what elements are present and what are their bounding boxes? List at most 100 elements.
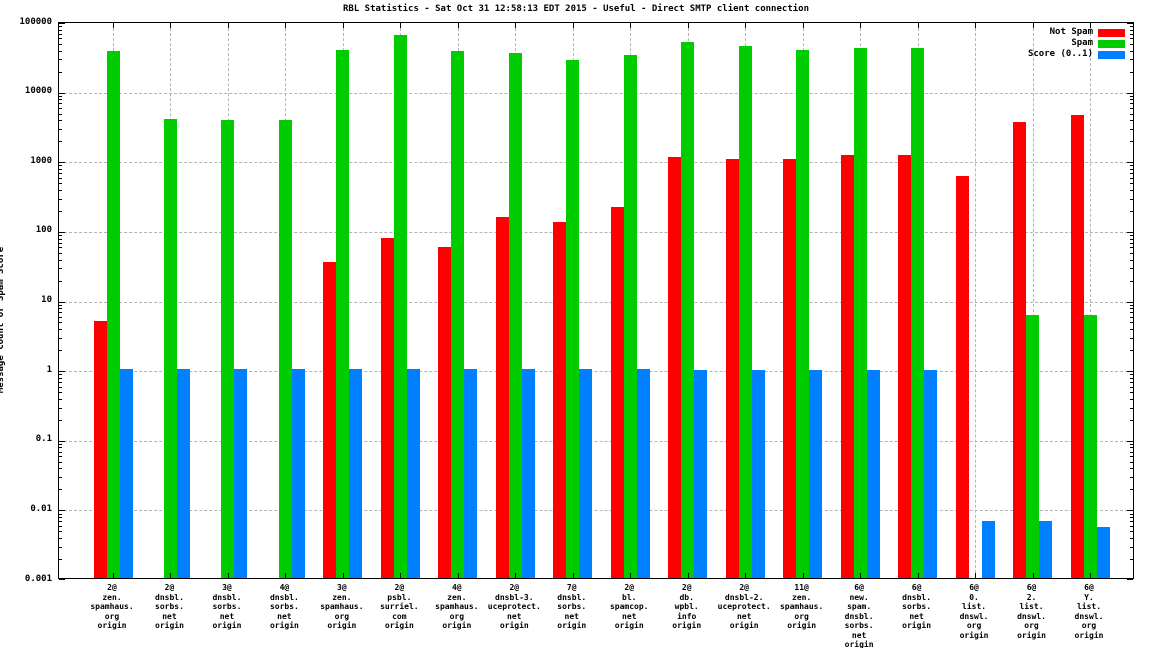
y-minor-tick (1130, 43, 1133, 45)
y-minor-tick (1130, 316, 1133, 318)
x-tick (170, 23, 171, 28)
x-tick-label-line: org (1081, 621, 1097, 630)
y-major-tick (59, 579, 65, 580)
x-tick-label-line: origin (97, 621, 127, 630)
bar-spam (624, 54, 637, 578)
y-minor-tick (1130, 247, 1133, 249)
x-tick-label-line: net (622, 611, 637, 621)
y-minor-tick (1130, 517, 1133, 519)
legend-entry: Not Spam (1028, 27, 1125, 38)
x-tick-label-line: 2@ (681, 583, 692, 592)
x-tick (228, 573, 229, 578)
y-minor-tick (59, 198, 62, 200)
y-minor-tick (59, 29, 62, 31)
x-tick-label: 2@ dnsbl. sorbs. net origin (114, 583, 224, 631)
x-tick (400, 23, 401, 28)
y-minor-tick (59, 392, 62, 394)
x-tick-label-line: dnsbl. (269, 592, 299, 602)
y-minor-tick (1130, 381, 1133, 383)
y-major-tick (59, 301, 65, 303)
y-minor-tick (1130, 113, 1133, 115)
y-minor-tick (1130, 129, 1133, 131)
x-tick (975, 23, 976, 28)
x-tick-label-line: origin (844, 640, 874, 648)
x-tick-label-line: origin (499, 621, 529, 630)
x-tick-label-line: wpbl. (674, 602, 699, 611)
bar-score-0-1 (752, 370, 765, 578)
y-minor-tick (1130, 141, 1133, 143)
x-tick (1033, 573, 1034, 578)
x-tick-label: 3@ zen. spamhaus. org origin (287, 583, 397, 631)
x-tick-label-line: 4@ (451, 583, 462, 592)
x-tick (285, 573, 286, 578)
bar-score-0-1 (1039, 521, 1052, 578)
y-minor-tick (1130, 71, 1133, 73)
x-tick-label-line: org (104, 611, 120, 621)
y-minor-tick (1130, 308, 1133, 310)
y-minor-tick (1130, 329, 1133, 331)
x-tick-label-line: spamcop. (609, 602, 649, 611)
x-tick-label-line: 2@ (164, 583, 175, 592)
x-tick-label-line: 2@ (394, 583, 405, 592)
x-tick-label-line: origin (959, 630, 989, 640)
x-tick-label-line: 6@ (854, 583, 864, 592)
x-tick-label: 6@ new. spam. dnsbl. sorbs. net origin (804, 583, 914, 648)
bar-score-0-1 (177, 369, 190, 578)
x-tick-label-line: dnsbl-2. (724, 592, 764, 602)
gridline-v (1033, 23, 1034, 578)
y-minor-tick (1130, 120, 1133, 122)
x-tick-label-line: 6@ (1084, 583, 1094, 592)
bar-not-spam (1013, 121, 1026, 578)
x-tick-label-line: origin (1017, 630, 1046, 640)
x-tick-label-line: sorbs. (902, 602, 932, 611)
bar-not-spam (496, 216, 509, 578)
x-tick-label-line: zen. (447, 592, 467, 602)
y-minor-tick (1130, 546, 1133, 548)
gridline-v (975, 23, 976, 578)
x-tick-label: 4@ zen. spamhaus. org origin (402, 583, 512, 631)
y-minor-tick (59, 120, 62, 122)
x-tick (918, 573, 919, 578)
x-tick (1090, 23, 1091, 28)
x-tick-label: 2@ zen. spamhaus. org origin (57, 583, 167, 631)
y-minor-tick (1130, 477, 1133, 479)
x-tick-label-line: sorbs. (844, 621, 874, 630)
bar-not-spam (1071, 115, 1084, 578)
y-minor-tick (1130, 374, 1133, 376)
x-tick (113, 573, 114, 578)
y-minor-tick (59, 189, 62, 191)
y-minor-tick (1130, 392, 1133, 394)
x-tick (688, 573, 689, 578)
y-minor-tick (59, 242, 62, 244)
x-tick (688, 23, 689, 28)
bar-score-0-1 (982, 521, 995, 578)
y-minor-tick (1130, 99, 1133, 101)
y-minor-tick (1130, 350, 1133, 352)
x-tick-label-line: surriel. (380, 602, 419, 611)
x-tick-label-line: 6@ (911, 583, 922, 592)
x-tick-label: 6@ 2. list. dnswl. org origin (977, 583, 1087, 640)
y-minor-tick (59, 304, 62, 306)
x-tick-label-line: net (564, 611, 579, 621)
x-tick (343, 573, 344, 578)
bar-score-0-1 (292, 369, 305, 578)
bar-spam (681, 42, 694, 578)
y-minor-tick (1130, 183, 1133, 185)
gridline-h (59, 162, 1133, 164)
y-major-tick (59, 162, 65, 164)
y-tick-label: 0.001 (24, 573, 52, 584)
x-tick-label-line: 6@ (969, 583, 979, 592)
y-major-tick (59, 440, 65, 442)
x-tick-label-line: Y. (1084, 592, 1094, 602)
y-minor-tick (59, 280, 62, 282)
y-minor-tick (1130, 337, 1133, 339)
y-major-tick (1127, 301, 1133, 303)
y-minor-tick (59, 43, 62, 45)
x-tick-label-line: origin (442, 621, 472, 630)
bar-score-0-1 (1097, 526, 1110, 578)
x-tick (630, 573, 631, 578)
x-tick-label-line: spamhaus. (435, 602, 479, 611)
y-minor-tick (1130, 447, 1133, 449)
bar-spam (451, 51, 464, 578)
y-minor-tick (59, 38, 62, 40)
